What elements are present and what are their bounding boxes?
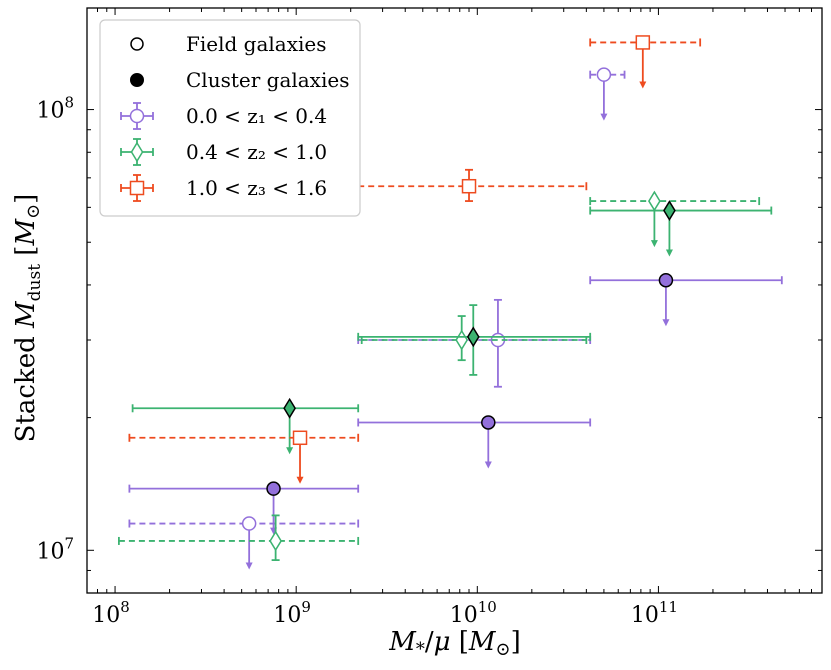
plot-frame (86, 7, 823, 594)
x-tick-exp: 8 (120, 598, 130, 616)
data-point (266, 481, 281, 496)
upper-limit-arrow (286, 447, 294, 455)
y-tick-base: 10 (36, 539, 64, 564)
data-point (455, 329, 469, 351)
data-point (466, 326, 480, 348)
upper-limit-arrow (662, 319, 670, 327)
legend-label: 1.0 < z₃ < 1.6 (186, 176, 327, 200)
upper-limit-arrow (245, 562, 253, 570)
y-axis-label: Stacked Mdust [M⊙] (11, 194, 45, 443)
upper-limit-arrow (665, 249, 673, 257)
series-field-z2 (117, 190, 761, 562)
legend: Field galaxies Cluster galaxies 0.0 < z₁ <… (99, 19, 361, 217)
x-tick-exp: 11 (659, 598, 678, 616)
data-point (658, 272, 674, 288)
data-point (663, 200, 676, 221)
upper-limit-arrow (484, 461, 492, 469)
x-tick-base: 10 (273, 603, 301, 628)
x-tick-base: 10 (92, 603, 120, 628)
y-tick-label: 108 (36, 94, 74, 124)
y-tick-base: 10 (36, 99, 64, 124)
data-point (283, 397, 297, 419)
y-tick-exp: 8 (64, 94, 74, 112)
data-point (635, 35, 651, 50)
series-cluster-z2 (131, 200, 773, 455)
x-tick-label: 1011 (631, 598, 678, 628)
legend-label: 0.0 < z₁ < 0.4 (186, 104, 327, 128)
data-marks (117, 35, 783, 570)
legend-entry: Field galaxies (130, 32, 327, 56)
x-axis-label: M*/μ [M⊙] (388, 627, 521, 660)
x-tick-exp: 9 (301, 598, 311, 616)
legend-marker (130, 141, 144, 163)
legend-box (99, 19, 361, 217)
legend-marker (130, 73, 144, 87)
legend-entry: Cluster galaxies (130, 68, 349, 92)
upper-limit-arrow (650, 240, 658, 248)
data-point (269, 530, 283, 552)
upper-limit-arrow (639, 81, 647, 89)
series-cluster-z1 (128, 272, 783, 535)
data-point (596, 67, 612, 82)
x-tick-base: 10 (450, 603, 478, 628)
x-tick-exp: 10 (478, 598, 497, 616)
data-point (292, 430, 308, 446)
legend-entry: 0.4 < z₂ < 1.0 (120, 138, 327, 166)
x-tick-base: 10 (631, 603, 659, 628)
upper-limit-arrow (296, 476, 304, 484)
legend-label: Field galaxies (186, 32, 327, 56)
legend-entry: 1.0 < z₃ < 1.6 (120, 174, 327, 202)
data-point (461, 178, 477, 194)
series-field-z3 (128, 35, 702, 484)
legend-marker (129, 108, 145, 124)
x-tick-label: 108 (92, 598, 130, 628)
x-tick-label: 109 (273, 598, 311, 628)
data-point (481, 415, 496, 430)
legend-entry: 0.0 < z₁ < 0.4 (120, 102, 327, 130)
legend-label: 0.4 < z₂ < 1.0 (186, 140, 327, 164)
data-point (241, 516, 257, 531)
svg-text:Stacked Mdust [M⊙]: Stacked Mdust [M⊙] (11, 194, 45, 443)
upper-limit-arrow (600, 113, 608, 121)
legend-label: Cluster galaxies (186, 68, 349, 92)
y-tick-exp: 7 (64, 534, 74, 552)
legend-marker (129, 180, 145, 196)
svg-text:M*/μ [M⊙]: M*/μ [M⊙] (388, 627, 521, 660)
data-point (648, 190, 661, 212)
y-tick-label: 107 (36, 534, 74, 564)
x-tick-label: 1010 (450, 598, 497, 628)
legend-marker (130, 37, 144, 51)
